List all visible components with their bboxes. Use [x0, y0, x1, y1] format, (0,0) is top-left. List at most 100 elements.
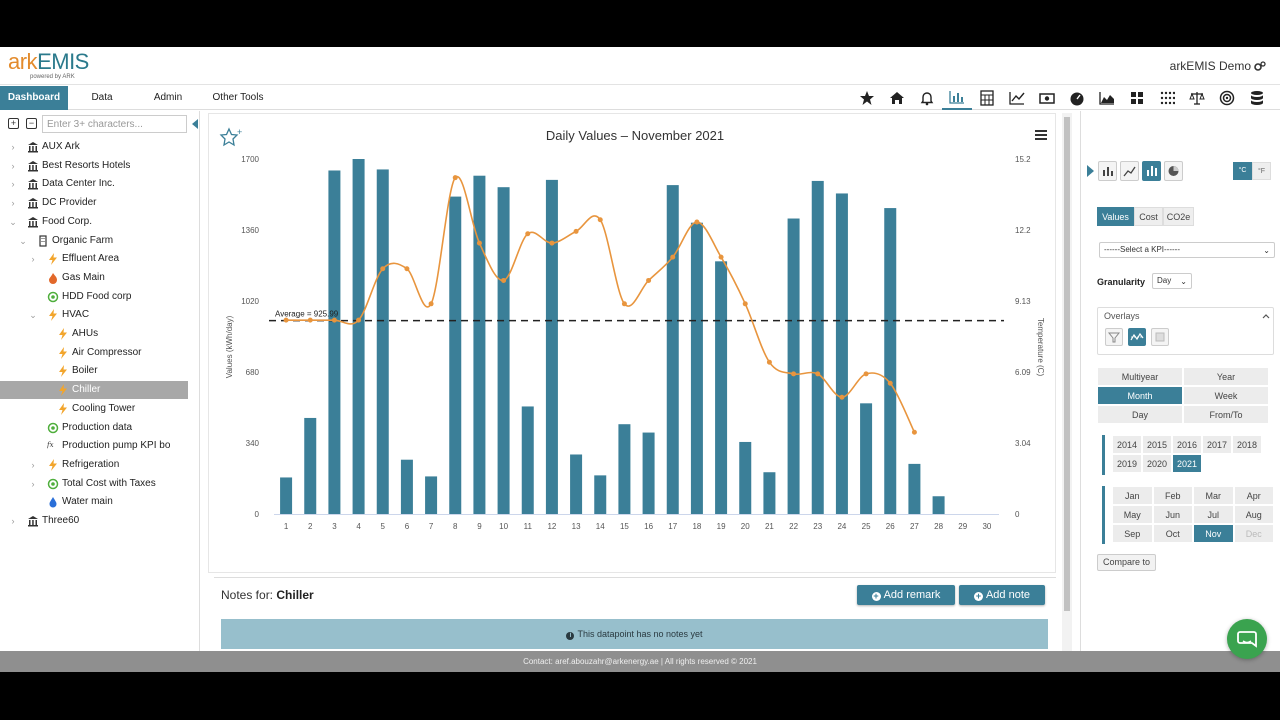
temp-point[interactable] [646, 277, 652, 283]
dots-grid-icon[interactable] [1152, 86, 1182, 110]
temp-point[interactable] [428, 301, 434, 307]
collapse-all-icon[interactable]: − [26, 118, 37, 129]
overlay-filter-icon[interactable] [1105, 328, 1123, 346]
favourite-star-icon[interactable]: + [219, 127, 242, 147]
temp-point[interactable] [621, 301, 627, 307]
tree-node-hdd-food-corp[interactable]: HDD Food corp [0, 288, 188, 306]
temp-point[interactable] [404, 266, 410, 272]
logo[interactable]: arkEMIS powered by ARK [8, 51, 89, 81]
overlay-trend-icon[interactable] [1128, 328, 1146, 346]
temp-point[interactable] [549, 240, 555, 246]
year-2015[interactable]: 2015 [1142, 435, 1172, 454]
bar-day-26[interactable] [884, 208, 897, 514]
bar-day-10[interactable] [497, 187, 510, 515]
year-2016[interactable]: 2016 [1172, 435, 1202, 454]
bar-day-12[interactable] [545, 179, 558, 514]
period-day[interactable]: Day [1097, 405, 1183, 424]
add-remark-button[interactable]: + Add remark [857, 585, 955, 605]
bar-day-27[interactable] [908, 463, 921, 514]
chevron-right-icon[interactable]: › [31, 254, 35, 265]
temp-point[interactable] [839, 394, 845, 400]
bar-day-3[interactable] [328, 170, 341, 514]
temp-point[interactable] [356, 317, 362, 323]
bar-day-22[interactable] [787, 218, 800, 514]
tree-node-boiler[interactable]: Boiler [0, 362, 188, 380]
bar-day-23[interactable] [811, 180, 824, 515]
bar-day-18[interactable] [690, 222, 703, 515]
tree-node-food-corp-[interactable]: ⌄ Food Corp. [0, 213, 188, 231]
bar-day-9[interactable] [473, 175, 486, 515]
tree-node-water-main[interactable]: Water main [0, 493, 188, 511]
temp-point[interactable] [887, 380, 893, 386]
chevron-right-icon[interactable]: › [31, 478, 35, 489]
chevron-right-icon[interactable]: › [11, 198, 15, 209]
chart-menu-icon[interactable] [1035, 130, 1047, 140]
temp-point[interactable] [380, 266, 386, 272]
chevron-right-icon[interactable]: › [11, 179, 15, 190]
chart-type-bar-icon[interactable] [1142, 161, 1161, 181]
bar-day-16[interactable] [642, 432, 655, 514]
main-scrollbar[interactable]: ▼ [1062, 113, 1072, 672]
period-week[interactable]: Week [1183, 386, 1269, 405]
month-jul[interactable]: Jul [1193, 505, 1234, 524]
tab-dashboard[interactable]: Dashboard [0, 86, 68, 110]
tree-node-dc-provider[interactable]: › DC Provider [0, 194, 188, 212]
add-note-button[interactable]: + Add note [959, 585, 1045, 605]
temp-point[interactable] [694, 219, 700, 225]
chevron-right-icon[interactable]: › [11, 160, 15, 171]
granularity-select[interactable]: Day ⌄ [1152, 273, 1192, 289]
chart-type-column-icon[interactable] [1098, 161, 1117, 181]
temp-point[interactable] [573, 228, 579, 234]
tree-node-hvac[interactable]: ⌄ HVAC [0, 306, 188, 324]
bar-day-4[interactable] [352, 159, 365, 514]
compare-to-button[interactable]: Compare to [1097, 554, 1157, 571]
bar-day-24[interactable] [835, 193, 848, 514]
unit-celsius-button[interactable]: °C [1233, 162, 1252, 180]
line-chart-icon[interactable] [1002, 86, 1032, 110]
tree-node-refrigeration[interactable]: › Refrigeration [0, 456, 188, 474]
temp-point[interactable] [501, 277, 507, 283]
tree-node-chiller[interactable]: Chiller [0, 381, 188, 400]
database-icon[interactable] [1242, 86, 1272, 110]
bar-day-19[interactable] [715, 261, 728, 514]
collapse-panel-icon[interactable] [192, 119, 198, 129]
month-oct[interactable]: Oct [1152, 524, 1193, 543]
tab-admin[interactable]: Admin [153, 92, 183, 103]
temp-point[interactable] [815, 371, 821, 377]
period-multiyear[interactable]: Multiyear [1097, 367, 1183, 386]
tree-node-organic-farm[interactable]: ⌄ Organic Farm [0, 232, 188, 250]
user-menu[interactable]: arkEMIS Demo [1170, 59, 1266, 73]
bar-day-17[interactable] [666, 185, 679, 514]
bar-day-15[interactable] [618, 424, 631, 514]
month-apr[interactable]: Apr [1233, 486, 1274, 505]
year-2020[interactable]: 2020 [1142, 454, 1172, 473]
period-year[interactable]: Year [1183, 367, 1269, 386]
month-may[interactable]: May [1112, 505, 1153, 524]
bar-day-5[interactable] [376, 169, 389, 515]
tab-data[interactable]: Data [91, 92, 113, 103]
temp-point[interactable] [766, 359, 772, 365]
chevron-down-icon[interactable]: ⌄ [29, 310, 37, 321]
tree-node-cooling-tower[interactable]: Cooling Tower [0, 400, 188, 418]
temp-point[interactable] [525, 231, 531, 237]
temp-point[interactable] [911, 429, 917, 435]
temp-point[interactable] [597, 217, 603, 223]
temp-point[interactable] [718, 254, 724, 260]
temp-point[interactable] [307, 317, 313, 323]
temp-point[interactable] [476, 240, 482, 246]
year-2021[interactable]: 2021 [1172, 454, 1202, 473]
tab-cost[interactable]: Cost [1134, 207, 1163, 226]
money-icon[interactable] [1032, 86, 1062, 110]
bar-chart-icon[interactable] [942, 86, 972, 110]
bar-day-14[interactable] [594, 475, 607, 514]
chart-type-line-icon[interactable] [1120, 161, 1139, 181]
bar-day-6[interactable] [400, 459, 413, 514]
chart-type-pie-icon[interactable] [1164, 161, 1183, 181]
month-feb[interactable]: Feb [1152, 486, 1193, 505]
kpi-select[interactable]: ------Select a KPI------ ⌄ [1099, 242, 1275, 258]
tree-search-input[interactable] [42, 115, 187, 133]
temp-point[interactable] [283, 317, 289, 323]
period-from-to[interactable]: From/To [1183, 405, 1269, 424]
bar-day-1[interactable] [280, 477, 293, 514]
bar-day-7[interactable] [425, 476, 438, 514]
